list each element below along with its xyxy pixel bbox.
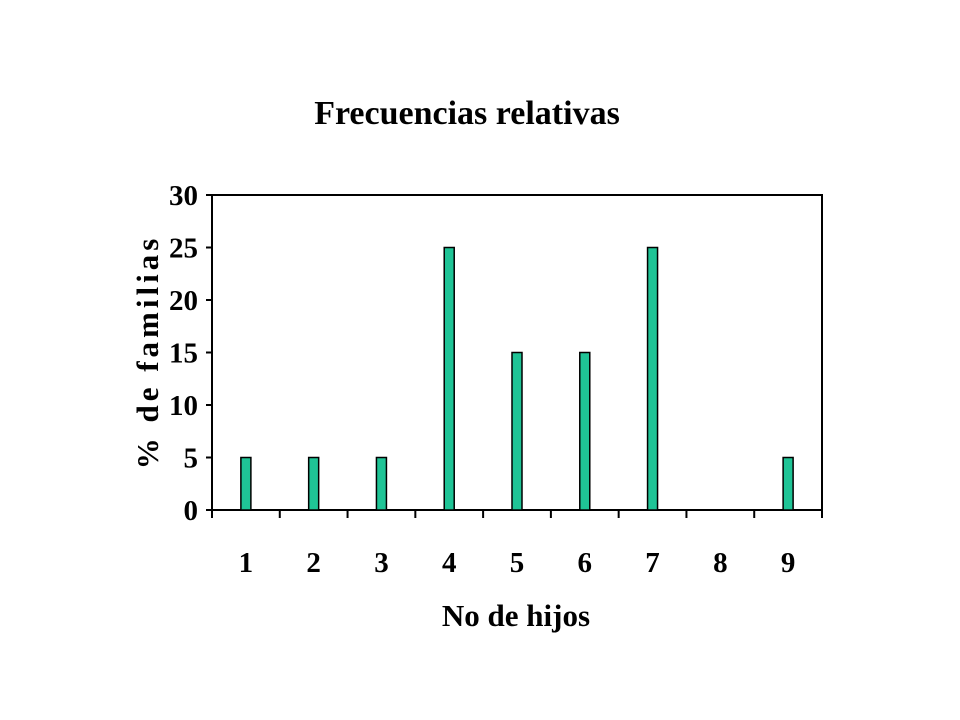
bar-7 <box>646 246 659 511</box>
x-tick-label: 7 <box>645 547 660 579</box>
x-tick-label: 5 <box>510 547 525 579</box>
x-tick-label: 1 <box>239 547 254 579</box>
y-tick-label: 20 <box>169 285 198 317</box>
y-tick-label: 15 <box>169 338 198 370</box>
y-axis-label: % de familias <box>130 235 165 470</box>
bar-9 <box>782 456 794 511</box>
bar-6 <box>579 351 591 511</box>
chart-title: Frecuencias relativas <box>314 95 620 132</box>
y-tick-label: 0 <box>184 495 199 527</box>
y-tick-label: 25 <box>169 233 198 265</box>
x-axis-label: No de hijos <box>442 598 590 633</box>
x-tick-label: 6 <box>578 547 593 579</box>
bar-4 <box>443 246 455 511</box>
y-tick-label: 30 <box>169 180 198 212</box>
bar-5 <box>511 351 523 511</box>
x-tick-label: 9 <box>781 547 796 579</box>
x-tick-label: 8 <box>713 547 728 579</box>
y-tick-label: 5 <box>184 443 199 475</box>
y-tick-label: 10 <box>169 390 198 422</box>
bar-2 <box>307 456 320 511</box>
x-tick-label: 2 <box>306 547 321 579</box>
plot-area: 0 5 10 15 20 25 30 1 2 3 4 5 6 7 8 9 <box>169 180 823 579</box>
bar-3 <box>375 456 388 511</box>
x-tick-label: 4 <box>442 547 457 579</box>
x-tick-label: 3 <box>374 547 389 579</box>
bar-1 <box>240 456 252 511</box>
